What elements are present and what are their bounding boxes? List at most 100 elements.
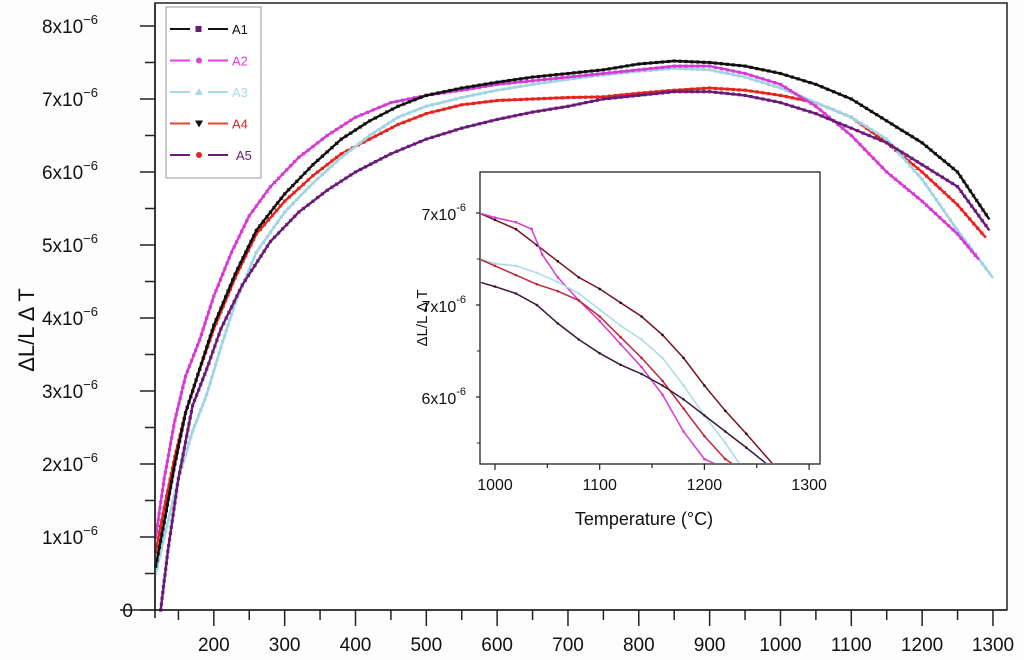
inset-data-point-a3 xyxy=(724,441,727,445)
inset-data-point-a4 xyxy=(493,218,497,222)
data-point-a1 xyxy=(743,93,747,97)
data-point-a5 xyxy=(619,93,623,97)
data-point-a1 xyxy=(935,172,939,176)
data-point-a5 xyxy=(301,182,306,186)
data-point-a5 xyxy=(379,131,383,135)
data-point-a2 xyxy=(155,529,159,533)
data-point-a5 xyxy=(654,90,659,94)
data-point-a5 xyxy=(390,125,394,130)
data-point-a1 xyxy=(163,573,167,577)
inset-data-point-a2 xyxy=(682,430,685,433)
data-point-a3 xyxy=(165,523,169,527)
data-point-a4 xyxy=(495,80,499,84)
data-point-a5 xyxy=(678,88,682,92)
data-point-a3 xyxy=(696,67,700,71)
y-tick-label: 0 xyxy=(122,601,133,622)
data-point-a2 xyxy=(377,105,381,110)
data-point-a1 xyxy=(672,90,676,94)
x-tick-label: 400 xyxy=(340,635,372,656)
data-point-a2 xyxy=(572,74,576,79)
inset-data-point-a4 xyxy=(598,287,601,291)
data-point-a1 xyxy=(235,294,239,298)
data-point-a5 xyxy=(270,213,275,217)
data-point-a3 xyxy=(880,134,884,138)
data-point-a5 xyxy=(767,92,771,96)
data-point-a2 xyxy=(272,180,277,184)
data-point-a1 xyxy=(219,327,223,331)
data-point-a3 xyxy=(303,189,307,193)
data-point-a4 xyxy=(344,134,348,138)
data-point-a2 xyxy=(955,232,960,236)
data-point-a4 xyxy=(182,417,186,421)
data-point-a1 xyxy=(454,128,458,132)
data-point-a2 xyxy=(578,74,582,78)
data-point-a3 xyxy=(814,101,818,105)
data-point-a4 xyxy=(402,102,406,106)
data-point-a4 xyxy=(915,138,919,142)
data-point-a3 xyxy=(778,86,783,90)
data-point-a4 xyxy=(181,422,185,426)
data-point-a2 xyxy=(320,137,324,141)
data-point-a5 xyxy=(165,494,169,498)
data-point-a2 xyxy=(306,148,310,152)
data-point-a3 xyxy=(325,168,329,172)
data-point-a4 xyxy=(265,215,269,219)
data-point-a2 xyxy=(637,68,641,72)
data-point-a1 xyxy=(197,388,201,392)
data-point-a4 xyxy=(477,83,481,87)
data-point-a5 xyxy=(430,110,434,114)
data-point-a2 xyxy=(973,253,977,257)
data-point-a1 xyxy=(601,97,605,101)
data-point-a5 xyxy=(246,248,250,253)
data-point-a2 xyxy=(536,78,541,82)
data-point-a3 xyxy=(519,84,523,88)
data-point-a2 xyxy=(513,81,517,85)
data-point-a5 xyxy=(649,90,653,94)
data-point-a2 xyxy=(165,459,169,463)
data-point-a3 xyxy=(162,535,166,539)
data-point-a1 xyxy=(442,132,446,136)
data-point-a1 xyxy=(513,114,517,118)
data-point-a2 xyxy=(218,278,223,282)
data-point-a5 xyxy=(719,87,723,91)
legend-label: A3 xyxy=(232,85,248,100)
data-point-a3 xyxy=(391,118,395,122)
data-point-a4 xyxy=(920,141,924,145)
data-point-a1 xyxy=(358,167,363,171)
inset-series-line-a3 xyxy=(481,258,740,463)
inset-data-point-a5 xyxy=(724,457,727,461)
data-point-a2 xyxy=(235,240,239,244)
data-point-a2 xyxy=(778,82,783,86)
data-point-a2 xyxy=(199,332,203,336)
x-tick-label: 300 xyxy=(269,635,301,656)
data-point-a2 xyxy=(183,374,188,378)
data-point-a1 xyxy=(185,434,189,438)
data-point-a2 xyxy=(190,359,194,363)
data-point-a5 xyxy=(249,243,253,247)
data-point-a2 xyxy=(898,181,902,185)
main-series-group xyxy=(154,59,994,612)
data-point-a1 xyxy=(702,90,706,94)
data-point-a2 xyxy=(210,300,214,304)
data-point-a5 xyxy=(968,217,972,221)
data-point-a1 xyxy=(168,537,172,541)
data-point-a4 xyxy=(358,125,362,129)
data-point-a3 xyxy=(719,70,723,74)
data-point-a3 xyxy=(952,223,956,227)
data-point-a3 xyxy=(542,81,546,85)
inset-data-point-a4 xyxy=(619,301,622,305)
data-point-a5 xyxy=(233,276,237,280)
data-point-a3 xyxy=(702,68,706,72)
data-point-a4 xyxy=(194,378,198,382)
inset-data-point-a1 xyxy=(577,338,581,341)
data-point-a1 xyxy=(344,176,348,180)
data-point-a1 xyxy=(339,179,343,183)
legend: A1 A2 A3 A4 A5 xyxy=(165,6,262,179)
data-point-a1 xyxy=(590,99,594,103)
inset-data-point-a4 xyxy=(745,432,748,436)
data-point-a2 xyxy=(412,96,417,100)
data-point-a1 xyxy=(910,156,914,160)
data-point-a2 xyxy=(301,152,306,156)
data-point-a4 xyxy=(880,116,884,120)
data-point-a5 xyxy=(955,203,960,207)
